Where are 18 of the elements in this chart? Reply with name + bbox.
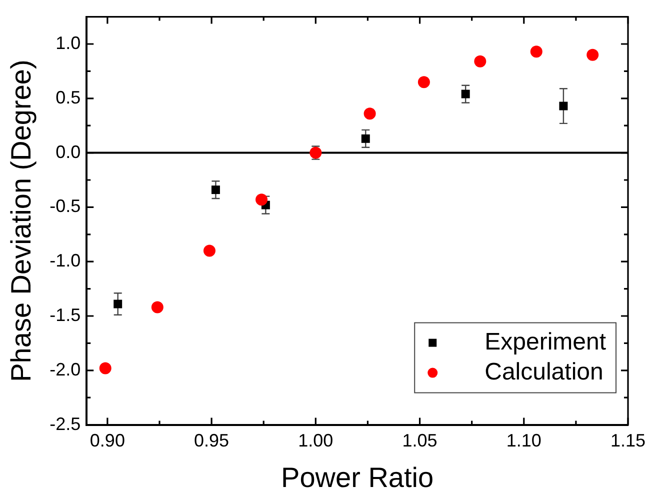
x-tick-label: 1.10	[506, 430, 542, 451]
y-tick-label: -1.5	[50, 304, 81, 325]
y-tick-label: -1.0	[50, 250, 81, 271]
legend-label: Calculation	[484, 358, 604, 386]
x-tick-label: 0.90	[90, 430, 125, 451]
y-axis-title: Phase Deviation (Degree)	[6, 60, 37, 382]
y-tick-label: 0.5	[56, 87, 81, 108]
x-tick-label: 1.05	[402, 430, 438, 451]
y-tick-label: 0.0	[56, 142, 81, 162]
x-tick-label: 1.15	[610, 430, 646, 451]
legend-label: Experiment	[484, 328, 606, 356]
x-tick-label: 1.00	[298, 430, 334, 451]
y-tick-label: -2.5	[50, 414, 81, 434]
x-axis-title: Power Ratio	[281, 462, 434, 493]
x-tick-label: 0.95	[194, 430, 230, 451]
y-tick-label: -0.5	[50, 196, 81, 216]
y-tick-label: -2.0	[50, 359, 81, 380]
y-tick-label: 1.0	[56, 32, 81, 53]
